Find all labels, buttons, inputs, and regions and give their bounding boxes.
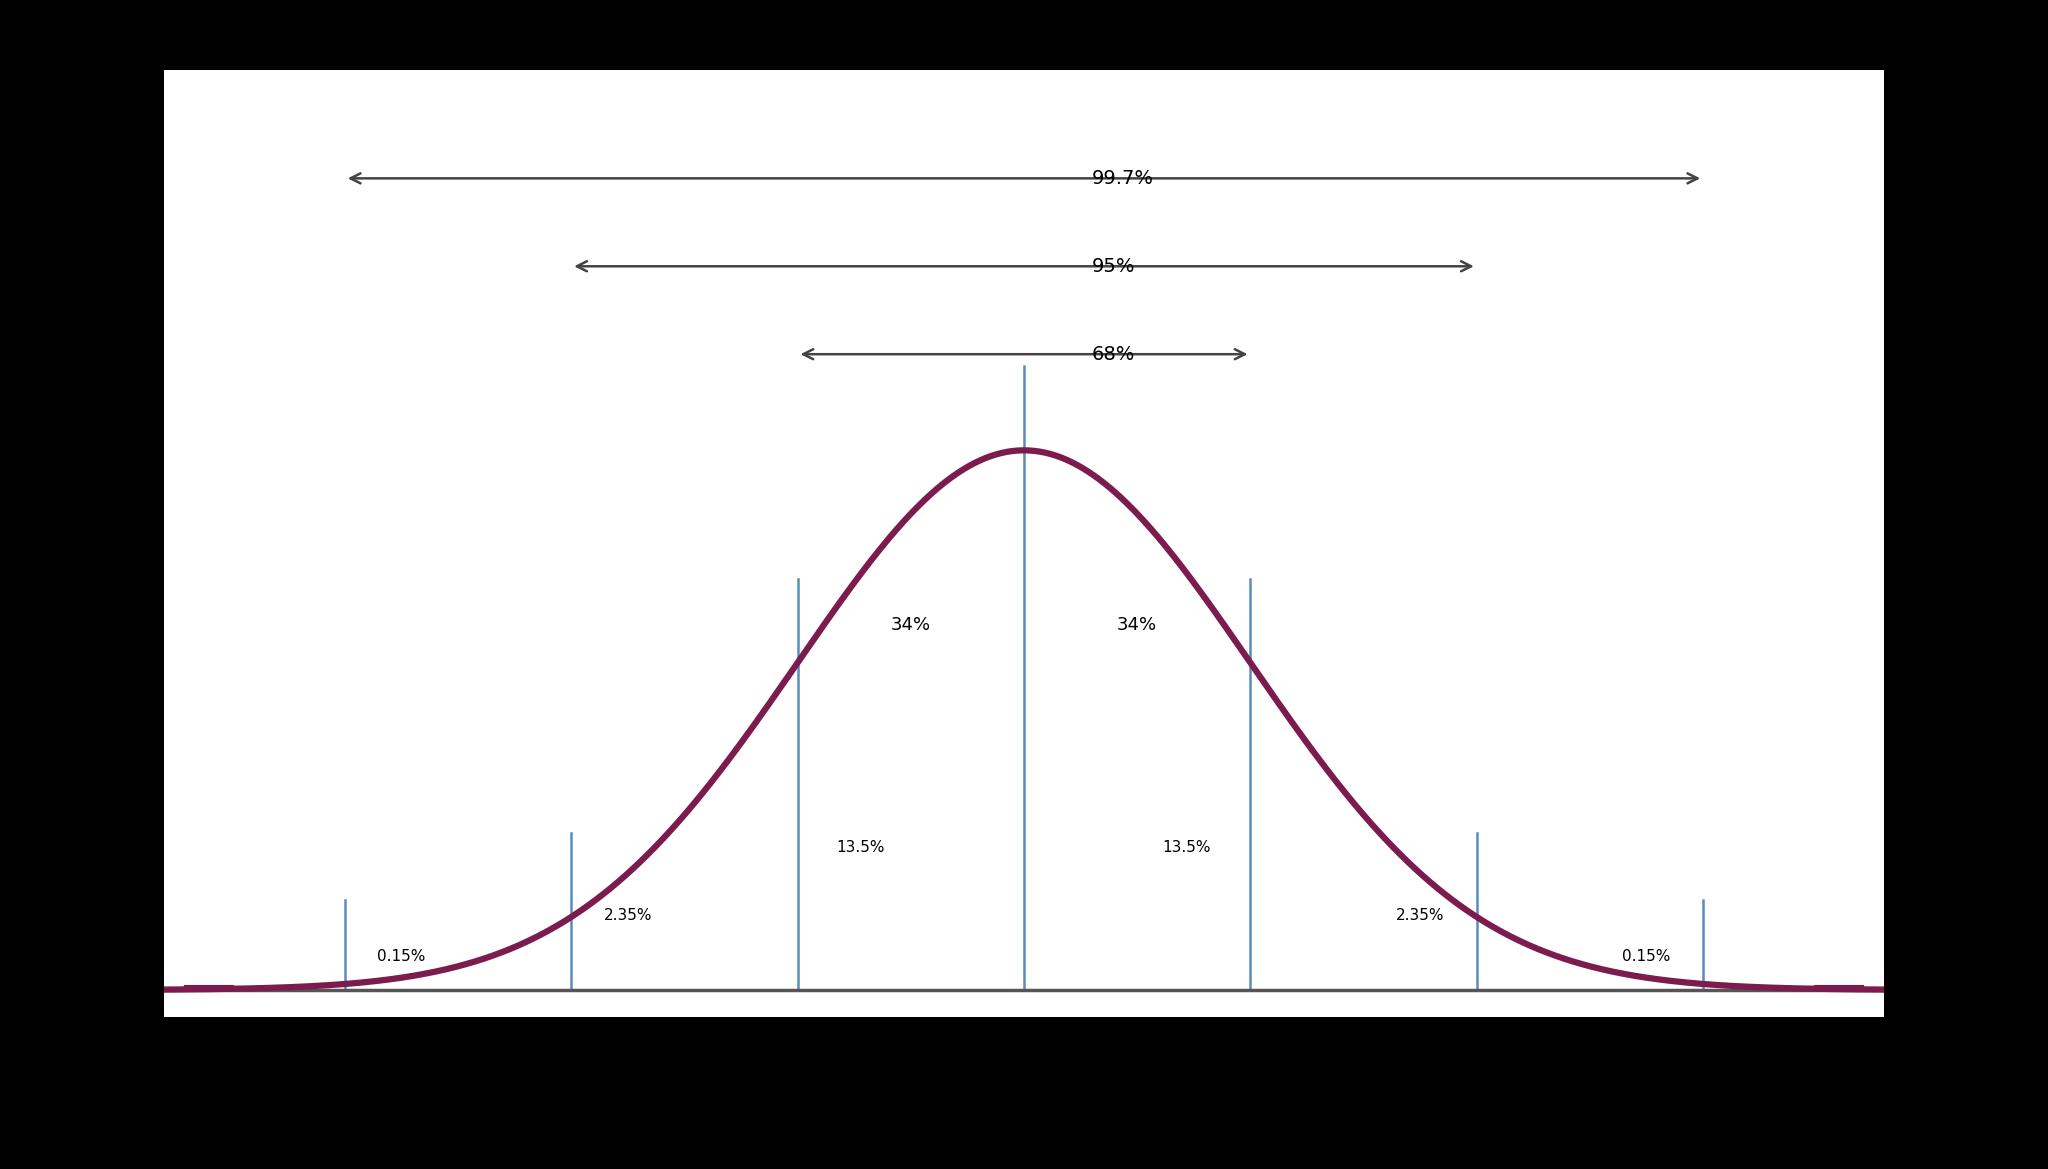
Text: 2.35%: 2.35% [604, 908, 651, 924]
Text: 0.15%: 0.15% [1622, 949, 1671, 963]
Text: 2.35%: 2.35% [1397, 908, 1444, 924]
Text: 68%: 68% [1092, 345, 1135, 364]
Text: 99.7%: 99.7% [1092, 168, 1153, 188]
Text: 0.15%: 0.15% [377, 949, 426, 963]
Text: 13.5%: 13.5% [1163, 841, 1210, 856]
Text: μ: μ [1018, 1064, 1030, 1082]
Text: 34%: 34% [1116, 616, 1157, 634]
Text: μ + 2σ: μ + 2σ [1446, 1064, 1507, 1082]
Text: μ − σ: μ − σ [772, 1105, 823, 1123]
Text: μ + 3σ: μ + 3σ [1673, 1105, 1733, 1123]
Text: μ − 3σ: μ − 3σ [315, 1105, 375, 1123]
Text: 13.5%: 13.5% [838, 841, 885, 856]
Text: 34%: 34% [891, 616, 932, 634]
Text: 95%: 95% [1092, 257, 1135, 276]
Text: μ + σ: μ + σ [1227, 1105, 1276, 1123]
Text: μ − 2σ: μ − 2σ [541, 1064, 602, 1082]
